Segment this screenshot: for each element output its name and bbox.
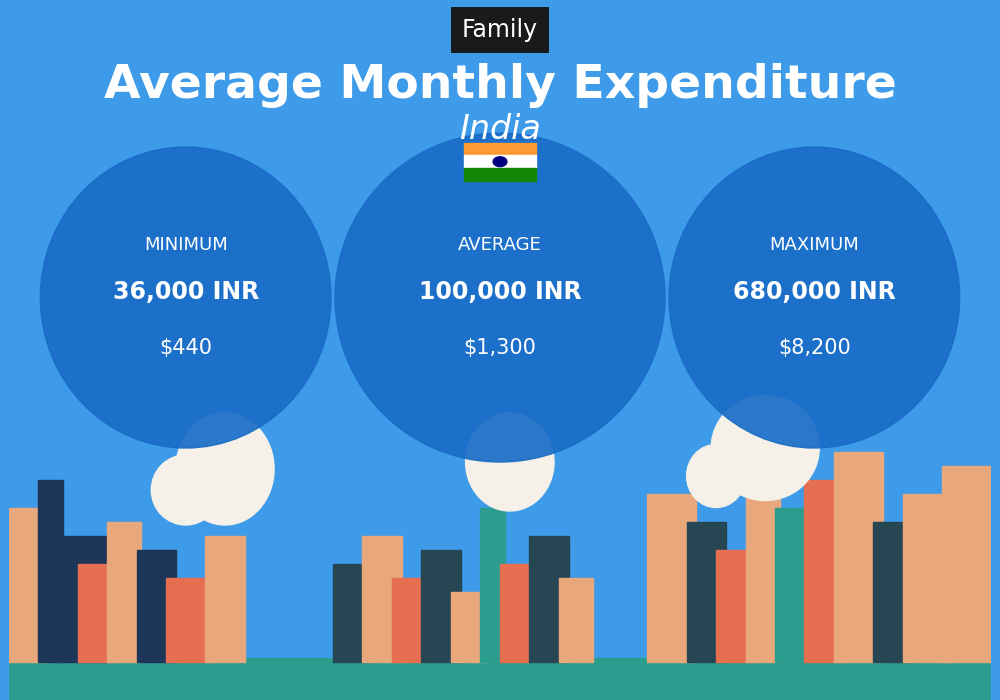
Ellipse shape: [151, 455, 220, 525]
Polygon shape: [421, 550, 461, 662]
Polygon shape: [775, 508, 814, 662]
Text: Family: Family: [462, 18, 538, 42]
Polygon shape: [137, 550, 176, 662]
Polygon shape: [107, 522, 141, 662]
Text: $440: $440: [159, 338, 212, 358]
Polygon shape: [464, 143, 536, 155]
Polygon shape: [942, 466, 991, 662]
Ellipse shape: [711, 395, 819, 500]
Polygon shape: [716, 550, 755, 662]
Text: 680,000 INR: 680,000 INR: [733, 280, 896, 304]
Polygon shape: [500, 564, 529, 661]
Polygon shape: [362, 536, 402, 662]
Polygon shape: [834, 452, 883, 662]
Polygon shape: [166, 578, 215, 662]
Text: AVERAGE: AVERAGE: [458, 236, 542, 254]
Polygon shape: [746, 466, 780, 662]
Polygon shape: [78, 564, 117, 661]
Polygon shape: [9, 508, 48, 662]
Polygon shape: [529, 536, 569, 662]
Polygon shape: [559, 578, 593, 662]
Polygon shape: [205, 536, 245, 662]
Ellipse shape: [669, 147, 960, 448]
Polygon shape: [451, 592, 490, 662]
Polygon shape: [333, 564, 372, 661]
Ellipse shape: [176, 413, 274, 525]
Polygon shape: [873, 522, 913, 662]
Polygon shape: [464, 155, 536, 168]
Polygon shape: [687, 522, 726, 662]
Polygon shape: [480, 508, 505, 662]
Polygon shape: [58, 536, 107, 662]
Circle shape: [493, 157, 507, 167]
Text: $1,300: $1,300: [464, 338, 536, 358]
Ellipse shape: [335, 133, 665, 462]
Text: MINIMUM: MINIMUM: [144, 236, 228, 254]
Polygon shape: [804, 480, 844, 662]
Text: India: India: [459, 113, 541, 146]
Polygon shape: [647, 494, 696, 662]
Polygon shape: [464, 168, 536, 181]
Polygon shape: [9, 658, 991, 700]
Text: 100,000 INR: 100,000 INR: [419, 280, 581, 304]
Ellipse shape: [466, 413, 554, 511]
Text: MAXIMUM: MAXIMUM: [769, 236, 859, 254]
Text: Average Monthly Expenditure: Average Monthly Expenditure: [104, 63, 896, 108]
Ellipse shape: [687, 444, 746, 508]
Text: $8,200: $8,200: [778, 338, 851, 358]
Polygon shape: [38, 480, 63, 662]
Text: 36,000 INR: 36,000 INR: [113, 280, 259, 304]
Polygon shape: [392, 578, 426, 662]
Ellipse shape: [40, 147, 331, 448]
Polygon shape: [903, 494, 952, 662]
